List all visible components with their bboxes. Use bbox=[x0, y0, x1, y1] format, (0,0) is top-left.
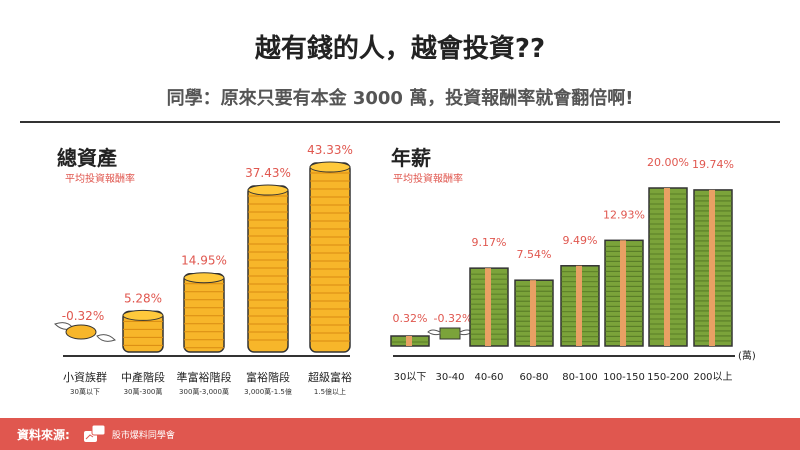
category-label: 200以上 bbox=[693, 371, 732, 383]
coin-stack-bar bbox=[309, 161, 351, 353]
bar-value-label: 7.54% bbox=[517, 248, 552, 261]
chart-subtitle: 平均投資報酬率 bbox=[65, 172, 135, 185]
coin-column bbox=[247, 185, 289, 353]
category-sublabel: 3,000萬-1.5億 bbox=[244, 387, 292, 396]
coin-column bbox=[183, 272, 225, 353]
bar-value-label: 5.28% bbox=[124, 291, 162, 305]
chart-title: 年薪 bbox=[391, 146, 431, 170]
chart-title: 總資產 bbox=[57, 146, 117, 170]
coin-top bbox=[183, 272, 225, 284]
bar-value-label: 14.95% bbox=[181, 254, 227, 268]
category-label: 小資族群 bbox=[63, 370, 107, 384]
category-label: 中產階段 bbox=[121, 370, 165, 384]
coin-stack-bar bbox=[183, 272, 225, 353]
bar-value-label: 43.33% bbox=[307, 143, 353, 157]
money-band bbox=[530, 280, 536, 346]
cash-stack-bar bbox=[390, 335, 430, 347]
flying-coin bbox=[65, 324, 97, 340]
cash-stack-bar bbox=[604, 239, 644, 347]
cash-stack-bar bbox=[514, 279, 554, 347]
category-sublabel: 30萬以下 bbox=[70, 387, 100, 396]
cash-stack-bar bbox=[469, 267, 509, 347]
bar-value-label: 9.17% bbox=[472, 236, 507, 249]
bar-value-label: 20.00% bbox=[647, 156, 689, 169]
category-label: 30-40 bbox=[435, 372, 464, 383]
bar-value-label: 19.74% bbox=[692, 158, 734, 171]
category-label: 準富裕階段 bbox=[177, 370, 232, 384]
wing-icon bbox=[96, 334, 116, 342]
cash-stack-bar bbox=[427, 327, 473, 340]
bar-value-label: 37.43% bbox=[245, 166, 291, 180]
category-sublabel: 1.5億以上 bbox=[314, 387, 346, 396]
unit-label: (萬) bbox=[738, 349, 756, 362]
category-label: 30以下 bbox=[394, 372, 427, 383]
money-band bbox=[709, 189, 715, 346]
page-title: 越有錢的人，越會投資?? bbox=[254, 34, 546, 64]
coin-stack-bar bbox=[54, 322, 116, 342]
category-sublabel: 30萬-300萬 bbox=[124, 387, 163, 396]
bar-value-label: 9.49% bbox=[563, 234, 598, 247]
bar-value-label: 0.32% bbox=[393, 312, 428, 325]
coin-stack-bar bbox=[247, 184, 289, 353]
chart-subtitle: 平均投資報酬率 bbox=[393, 172, 463, 185]
cash-stack-bar bbox=[560, 265, 600, 347]
category-label: 150-200 bbox=[647, 372, 689, 383]
money-band bbox=[406, 336, 412, 346]
bar-value-label: 12.93% bbox=[603, 208, 645, 221]
money-band bbox=[576, 265, 582, 346]
money-band bbox=[620, 240, 626, 346]
source-label: 資料來源: bbox=[17, 427, 70, 442]
cash-stack-bar bbox=[693, 189, 733, 347]
category-label: 富裕階段 bbox=[246, 370, 290, 384]
coin-top bbox=[309, 161, 351, 173]
flying-bill bbox=[439, 327, 461, 340]
coin-top bbox=[247, 184, 289, 196]
coin-top bbox=[122, 309, 164, 321]
coin-stack-bar bbox=[122, 309, 164, 353]
wing-icon bbox=[427, 329, 441, 336]
category-sublabel: 300萬-3,000萬 bbox=[179, 387, 229, 396]
divider bbox=[20, 121, 780, 123]
category-label: 40-60 bbox=[474, 372, 503, 383]
cash-stack-bar bbox=[648, 187, 688, 347]
chat-logo-icon bbox=[83, 425, 106, 443]
page-subtitle: 同學：原來只要有本金 3000 萬，投資報酬率就會翻倍啊! bbox=[166, 88, 634, 109]
category-label: 80-100 bbox=[562, 372, 597, 383]
bar-value-label: -0.32% bbox=[434, 312, 473, 325]
money-band bbox=[485, 268, 491, 346]
footer: 資料來源: 股市爆料同學會 bbox=[0, 418, 800, 450]
coin-column bbox=[309, 162, 351, 353]
source-name: 股市爆料同學會 bbox=[111, 430, 175, 441]
bar-value-label: -0.32% bbox=[62, 309, 104, 323]
category-label: 60-80 bbox=[519, 372, 548, 383]
category-label: 超級富裕 bbox=[308, 370, 352, 384]
money-band bbox=[664, 188, 670, 346]
category-label: 100-150 bbox=[603, 372, 645, 383]
